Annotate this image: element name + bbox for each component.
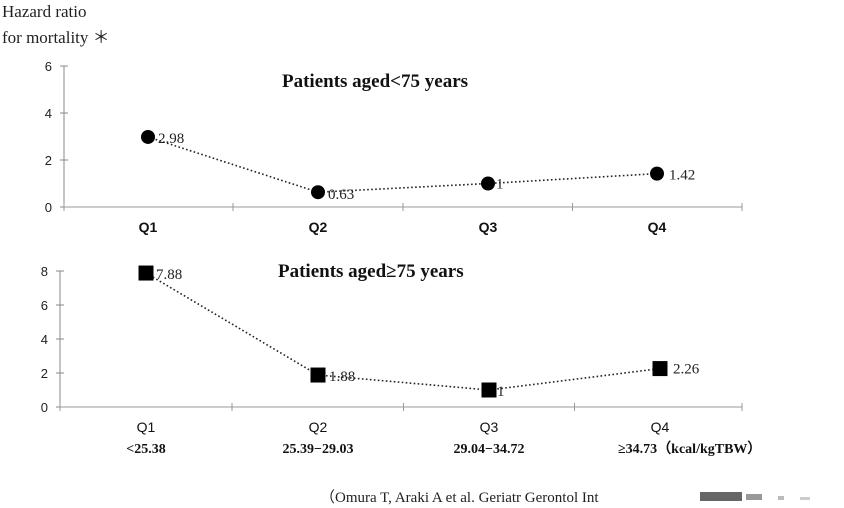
chart-75-and-over: Patients aged≥75 years 0 2 4 6 8 Q1 Q2 Q3 Q4 <25.3… <box>41 261 762 457</box>
data-point <box>652 361 668 377</box>
data-point <box>311 185 325 200</box>
data-point <box>481 176 495 191</box>
data-label: 1 <box>497 384 505 400</box>
x-range-label: ≥34.73（kcal/kgTBW） <box>618 441 761 457</box>
x-tick-label: Q2 <box>309 219 328 235</box>
y-tick-label: 6 <box>45 59 52 74</box>
y-axis-title-line1: Hazard ratio <box>2 2 86 21</box>
y-tick-label: 4 <box>41 332 48 347</box>
y-tick-label: 0 <box>45 200 52 215</box>
data-label: 2.98 <box>158 131 184 147</box>
y-tick-label: 4 <box>45 106 52 121</box>
x-tick-label: Q1 <box>139 219 158 235</box>
data-label: 1 <box>496 177 504 193</box>
y-axis-title-line2: for mortality ＊ <box>2 28 110 47</box>
chart-title: Patients aged≥75 years <box>278 261 464 282</box>
x-tick-label: Q3 <box>479 219 498 235</box>
citation: （Omura T, Araki A et al. Geriatr Geronto… <box>320 489 599 506</box>
data-point <box>650 166 664 181</box>
data-label: 7.88 <box>156 267 182 283</box>
x-range-label: <25.38 <box>126 442 165 457</box>
data-point <box>310 367 326 383</box>
citation-smudge <box>700 492 810 501</box>
data-point <box>138 265 154 281</box>
y-tick-label: 6 <box>41 298 48 313</box>
x-tick-label: Q2 <box>309 419 328 435</box>
data-label: 1.42 <box>669 168 695 184</box>
x-range-label: 25.39−29.03 <box>283 442 354 457</box>
chart-title: Patients aged<75 years <box>282 71 468 92</box>
y-tick-label: 8 <box>41 264 48 279</box>
y-tick-label: 2 <box>41 366 48 381</box>
chart-under-75: Patients aged<75 years 0 2 4 6 Q1 Q2 Q3 Q4 2.98 0.… <box>45 59 743 235</box>
data-point <box>141 129 155 144</box>
series-line <box>147 136 658 194</box>
data-label: 2.26 <box>673 362 700 378</box>
data-label: 1.88 <box>329 369 355 385</box>
x-tick-label: Q3 <box>480 419 499 435</box>
x-tick-label: Q4 <box>651 419 670 435</box>
data-point <box>481 382 497 398</box>
x-range-label: 29.04−34.72 <box>454 442 525 457</box>
y-tick-label: 0 <box>41 400 48 415</box>
series-line <box>145 272 661 391</box>
y-tick-label: 2 <box>45 153 52 168</box>
data-label: 0.63 <box>328 187 354 203</box>
x-tick-label: Q1 <box>137 419 156 435</box>
x-tick-label: Q4 <box>648 219 667 235</box>
